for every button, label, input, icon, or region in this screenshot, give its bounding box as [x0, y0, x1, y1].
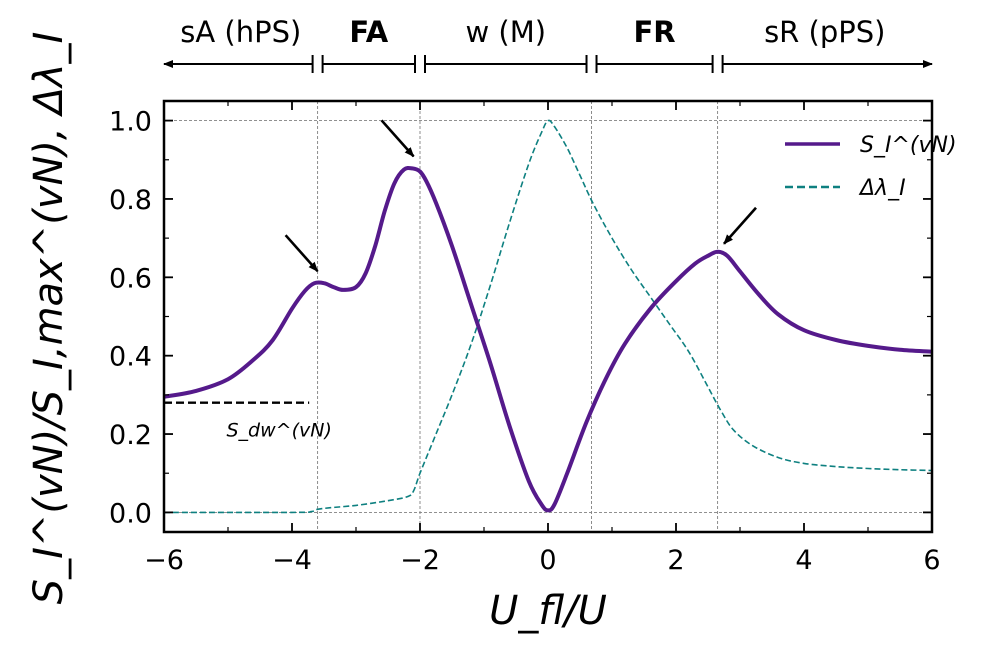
peak-arrow-0: [284, 234, 319, 273]
phase-boundary-lines: [317, 101, 719, 532]
y-axis-title: S_I^(vN)/S_I,max^(vN), Δλ_I: [26, 32, 72, 605]
phase-label-1: FA: [349, 15, 388, 49]
y-tick-label-1: 0.2: [109, 420, 152, 451]
y-tick-label-3: 0.6: [109, 263, 152, 294]
phase-bar: sA (hPS) FA w (M) FR sR (pPS): [163, 15, 933, 73]
phase-label-2: w (M): [465, 15, 546, 49]
peak-arrow-2: [723, 206, 757, 245]
y-tick-labels: 0.0 0.2 0.4 0.6 0.8 1.0: [109, 107, 152, 530]
y-tick-label-2: 0.4: [109, 342, 152, 373]
y-gridlines: [164, 120, 932, 513]
legend-entropy-label: S_I^(vN): [860, 133, 957, 158]
x-tick-label-5: 4: [795, 545, 812, 576]
sdw-label: S_dw^(vN): [227, 420, 332, 442]
x-tick-label-3: 0: [539, 545, 556, 576]
x-tick-label-2: −2: [400, 545, 440, 576]
phase-label-4: sR (pPS): [764, 15, 885, 49]
x-tick-label-0: −6: [144, 545, 184, 576]
x-axis-title: U_fl/U: [489, 588, 607, 634]
x-tick-label-4: 2: [667, 545, 684, 576]
y-tick-label-0: 0.0: [109, 498, 152, 529]
legend: S_I^(vN) Δλ_I: [785, 133, 957, 201]
x-tick-label-6: 6: [923, 545, 940, 576]
phase-label-3: FR: [633, 15, 675, 49]
legend-gap-label: Δλ_I: [858, 176, 906, 201]
entropy-series-line: [163, 165, 933, 513]
phase-label-0: sA (hPS): [180, 15, 301, 49]
axis-ticks: [163, 101, 933, 532]
gap-series-line: [163, 119, 933, 514]
y-tick-label-5: 1.0: [109, 107, 152, 138]
plot-frame: [162, 99, 934, 534]
x-tick-label-1: −4: [272, 545, 312, 576]
peak-arrows: [284, 119, 757, 273]
x-tick-labels: −6 −4 −2 0 2 4 6: [144, 545, 941, 576]
y-tick-label-4: 0.8: [109, 185, 152, 216]
peak-arrow-1: [380, 119, 415, 158]
